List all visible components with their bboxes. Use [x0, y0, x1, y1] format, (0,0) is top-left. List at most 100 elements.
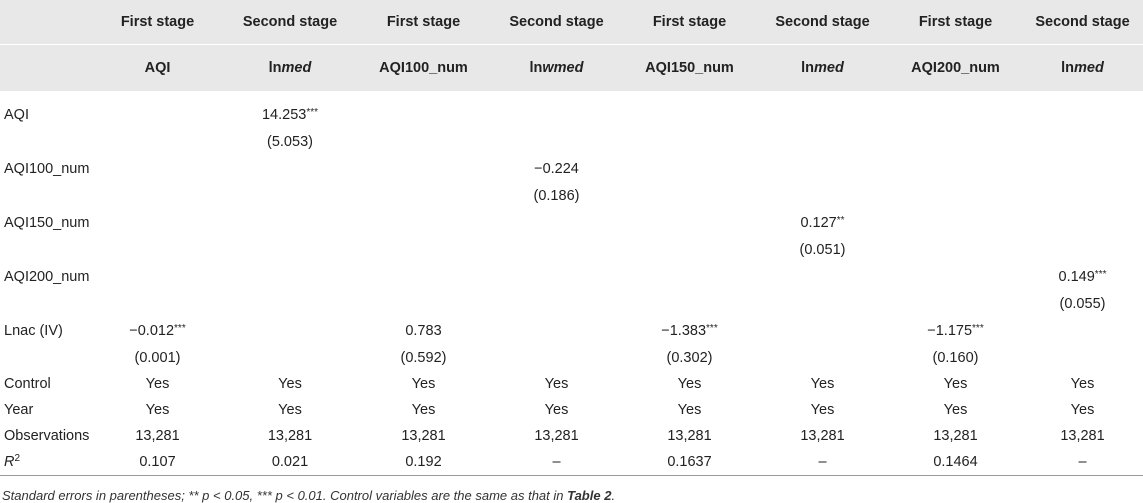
row-label-text: Year	[4, 402, 34, 418]
cell-value: 13,281	[1060, 428, 1105, 444]
table-cell: (0.592)	[357, 345, 490, 371]
table-cell	[756, 155, 889, 183]
table-cell	[223, 291, 357, 317]
cell-value: –	[818, 454, 827, 470]
table-cell	[357, 209, 490, 237]
cell-value: Yes	[677, 376, 702, 392]
variable-header-cell: lnmed	[756, 44, 889, 91]
table-cell: Yes	[357, 397, 490, 423]
table-cell: –	[1022, 449, 1143, 476]
table-row: AQI100_num −0.224	[0, 155, 1143, 183]
table-cell: Yes	[1022, 371, 1143, 397]
cell-value: 0.1464	[933, 454, 978, 470]
row-label: R2	[0, 449, 92, 476]
stage-header-cell: First stage	[357, 0, 490, 45]
cell-value: Yes	[544, 402, 569, 418]
table-cell	[490, 263, 623, 291]
row-label: Observations	[0, 423, 92, 449]
cell-value: Yes	[278, 376, 302, 392]
table-cell	[223, 209, 357, 237]
table-row: AQI 14.253***	[0, 101, 1143, 129]
table-cell	[623, 237, 756, 263]
table-cell	[92, 237, 223, 263]
table-cell	[357, 237, 490, 263]
variable-header-main: AQI	[144, 60, 171, 76]
table-cell: 0.127**	[756, 209, 889, 237]
cell-value: 13,281	[800, 428, 845, 444]
cell-value: −0.224	[534, 161, 579, 177]
variable-header-cell: lnmed	[1022, 44, 1143, 91]
stage-header-cell: First stage	[889, 0, 1022, 45]
cell-value: Yes	[145, 376, 170, 392]
significance-stars: ***	[972, 323, 984, 334]
stage-header-row: First stage Second stage First stage Second…	[0, 0, 1143, 45]
footnote-text: Standard errors in parentheses; ** p < 0…	[2, 488, 568, 503]
cell-value: 0.127	[800, 215, 837, 231]
row-label: AQI	[0, 101, 92, 129]
table-cell	[756, 101, 889, 129]
table-cell	[623, 263, 756, 291]
table-cell: 13,281	[1022, 423, 1143, 449]
table-cell	[92, 101, 223, 129]
table-cell: 13,281	[490, 423, 623, 449]
cell-value: 13,281	[267, 428, 313, 444]
table-cell: Yes	[756, 397, 889, 423]
variable-header-main: AQI100_num	[379, 60, 468, 76]
table-cell	[623, 209, 756, 237]
table-row: Lnac (IV) −0.012*** 0.783 −1.383*** −1.175**…	[0, 317, 1143, 345]
table-row: (0.186)	[0, 183, 1143, 209]
table-cell	[92, 263, 223, 291]
table-cell	[357, 263, 490, 291]
cell-value: Yes	[1070, 402, 1095, 418]
table-cell: (0.302)	[623, 345, 756, 371]
table-footnote: Standard errors in parentheses; ** p < 0…	[0, 488, 1143, 503]
table-cell: −0.224	[490, 155, 623, 183]
table-cell: 0.107	[92, 449, 223, 476]
row-label	[0, 237, 92, 263]
regression-table: First stage Second stage First stage Second…	[0, 0, 1143, 476]
variable-header-cell: lnmed	[223, 44, 357, 91]
table-cell	[889, 291, 1022, 317]
table-cell: 0.783	[357, 317, 490, 345]
table-cell	[623, 155, 756, 183]
table-cell	[490, 129, 623, 155]
row-label-text: AQI	[4, 107, 29, 123]
table-cell	[756, 263, 889, 291]
table-cell	[92, 183, 223, 209]
table-cell	[889, 101, 1022, 129]
table-row: (0.051)	[0, 237, 1143, 263]
table-cell: 13,281	[92, 423, 223, 449]
cell-value: –	[552, 454, 561, 470]
significance-stars: **	[836, 215, 845, 226]
table-row: (0.055)	[0, 291, 1143, 317]
table-cell	[223, 345, 357, 371]
table-cell: (0.051)	[756, 237, 889, 263]
table-cell	[490, 317, 623, 345]
row-label-text: AQI100_num	[4, 161, 90, 177]
table-cell: (5.053)	[223, 129, 357, 155]
variable-header-main: ln	[529, 60, 543, 76]
stage-header-blank	[0, 0, 92, 45]
table-cell	[1022, 345, 1143, 371]
cell-value: (0.001)	[134, 350, 181, 366]
row-label-text: R	[4, 454, 15, 470]
table-body: AQI 14.253*** (5.053) AQI100_num −0.224 (0.18…	[0, 101, 1143, 476]
cell-value: −1.383	[661, 323, 707, 339]
table-cell: 13,281	[756, 423, 889, 449]
table-cell: Yes	[756, 371, 889, 397]
table-cell	[1022, 101, 1143, 129]
variable-header-main: AQI150_num	[645, 60, 734, 76]
table-cell: Yes	[889, 371, 1022, 397]
table-cell: 0.021	[223, 449, 357, 476]
table-cell	[756, 129, 889, 155]
table-cell	[223, 317, 357, 345]
table-cell	[490, 291, 623, 317]
table-cell	[357, 291, 490, 317]
row-label-text: AQI150_num	[4, 215, 90, 231]
table-cell: Yes	[889, 397, 1022, 423]
variable-header-italic: wmed	[542, 60, 584, 76]
cell-value: −1.175	[927, 323, 973, 339]
table-cell	[223, 183, 357, 209]
table-cell: Yes	[92, 371, 223, 397]
table-cell	[889, 263, 1022, 291]
